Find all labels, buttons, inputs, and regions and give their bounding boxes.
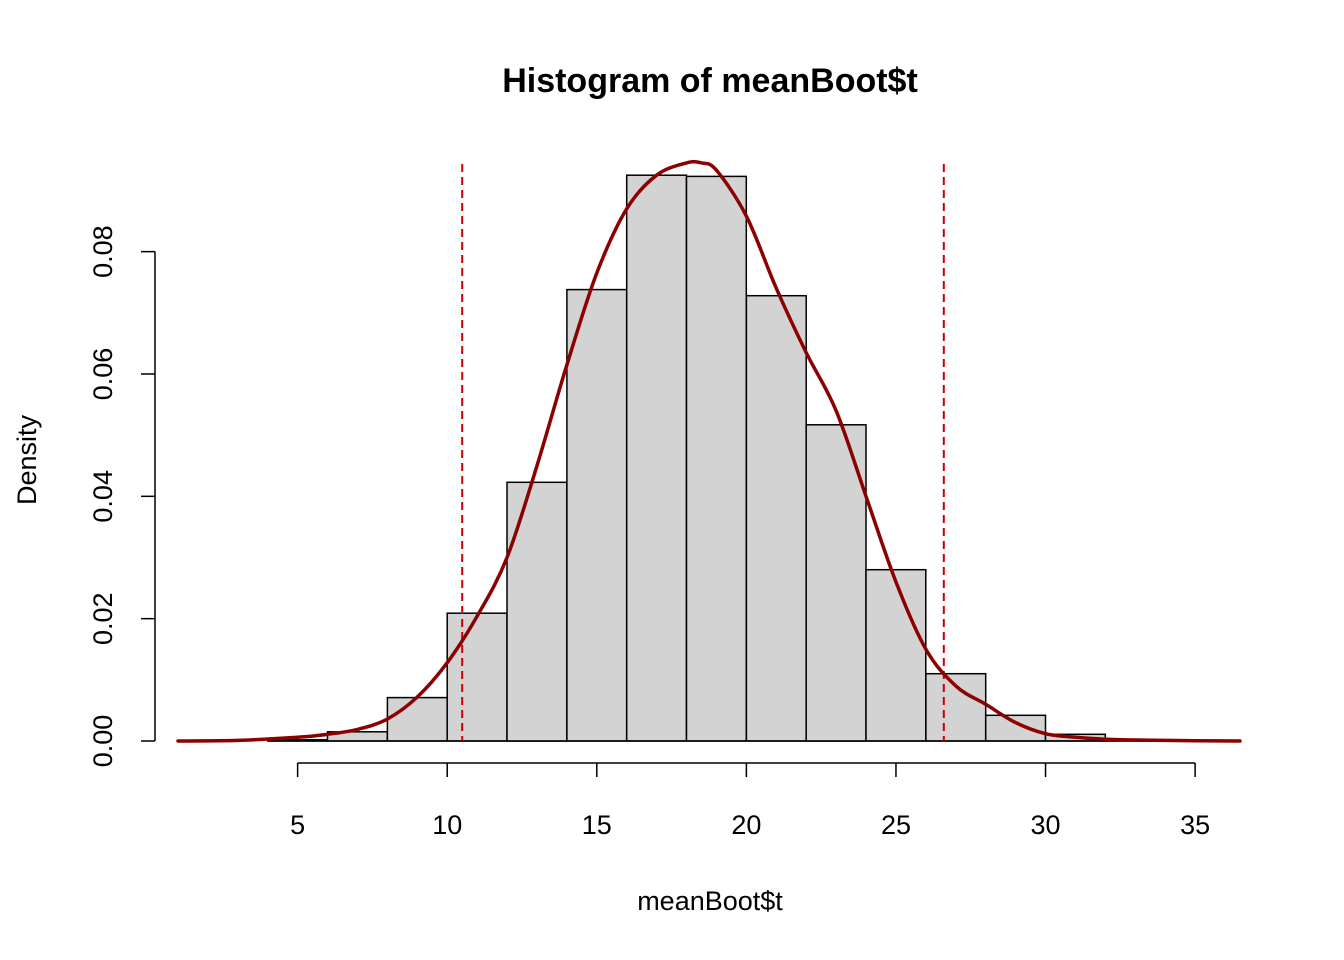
histogram-bar: [446, 612, 508, 742]
histogram-bar: [506, 481, 568, 742]
y-tick-label: 0.08: [88, 225, 118, 278]
chart-title: Histogram of meanBoot$t: [502, 62, 918, 100]
x-tick-label: 30: [1031, 810, 1061, 840]
density-curve: [176, 159, 1242, 743]
histogram-bar: [865, 568, 927, 742]
x-axis: 5 10 15 20 25 30 35: [290, 762, 1210, 840]
x-tick-label: 15: [582, 810, 612, 840]
confidence-interval-lines: [461, 164, 945, 741]
y-tick-label: 0.04: [88, 470, 118, 523]
x-tick-label: 5: [290, 810, 305, 840]
x-axis-label: meanBoot$t: [637, 886, 783, 916]
y-tick-label: 0.00: [88, 715, 118, 768]
x-tick-label: 10: [432, 810, 462, 840]
histogram-bar: [685, 175, 748, 742]
y-tick-label: 0.06: [88, 348, 118, 401]
y-axis: 0.00 0.02 0.04 0.06 0.08: [88, 225, 156, 768]
histogram-bar: [625, 174, 688, 742]
x-tick-label: 20: [731, 810, 761, 840]
y-tick-label: 0.02: [88, 592, 118, 645]
histogram-bar: [386, 696, 448, 742]
histogram-bar: [566, 288, 628, 742]
histogram-bar: [984, 714, 1047, 742]
histogram-bar: [805, 424, 867, 742]
x-tick-label: 25: [881, 810, 911, 840]
x-tick-label: 35: [1180, 810, 1210, 840]
y-axis-label: Density: [12, 414, 42, 505]
histogram-bar: [745, 294, 807, 742]
histogram-bars: [266, 174, 1166, 742]
